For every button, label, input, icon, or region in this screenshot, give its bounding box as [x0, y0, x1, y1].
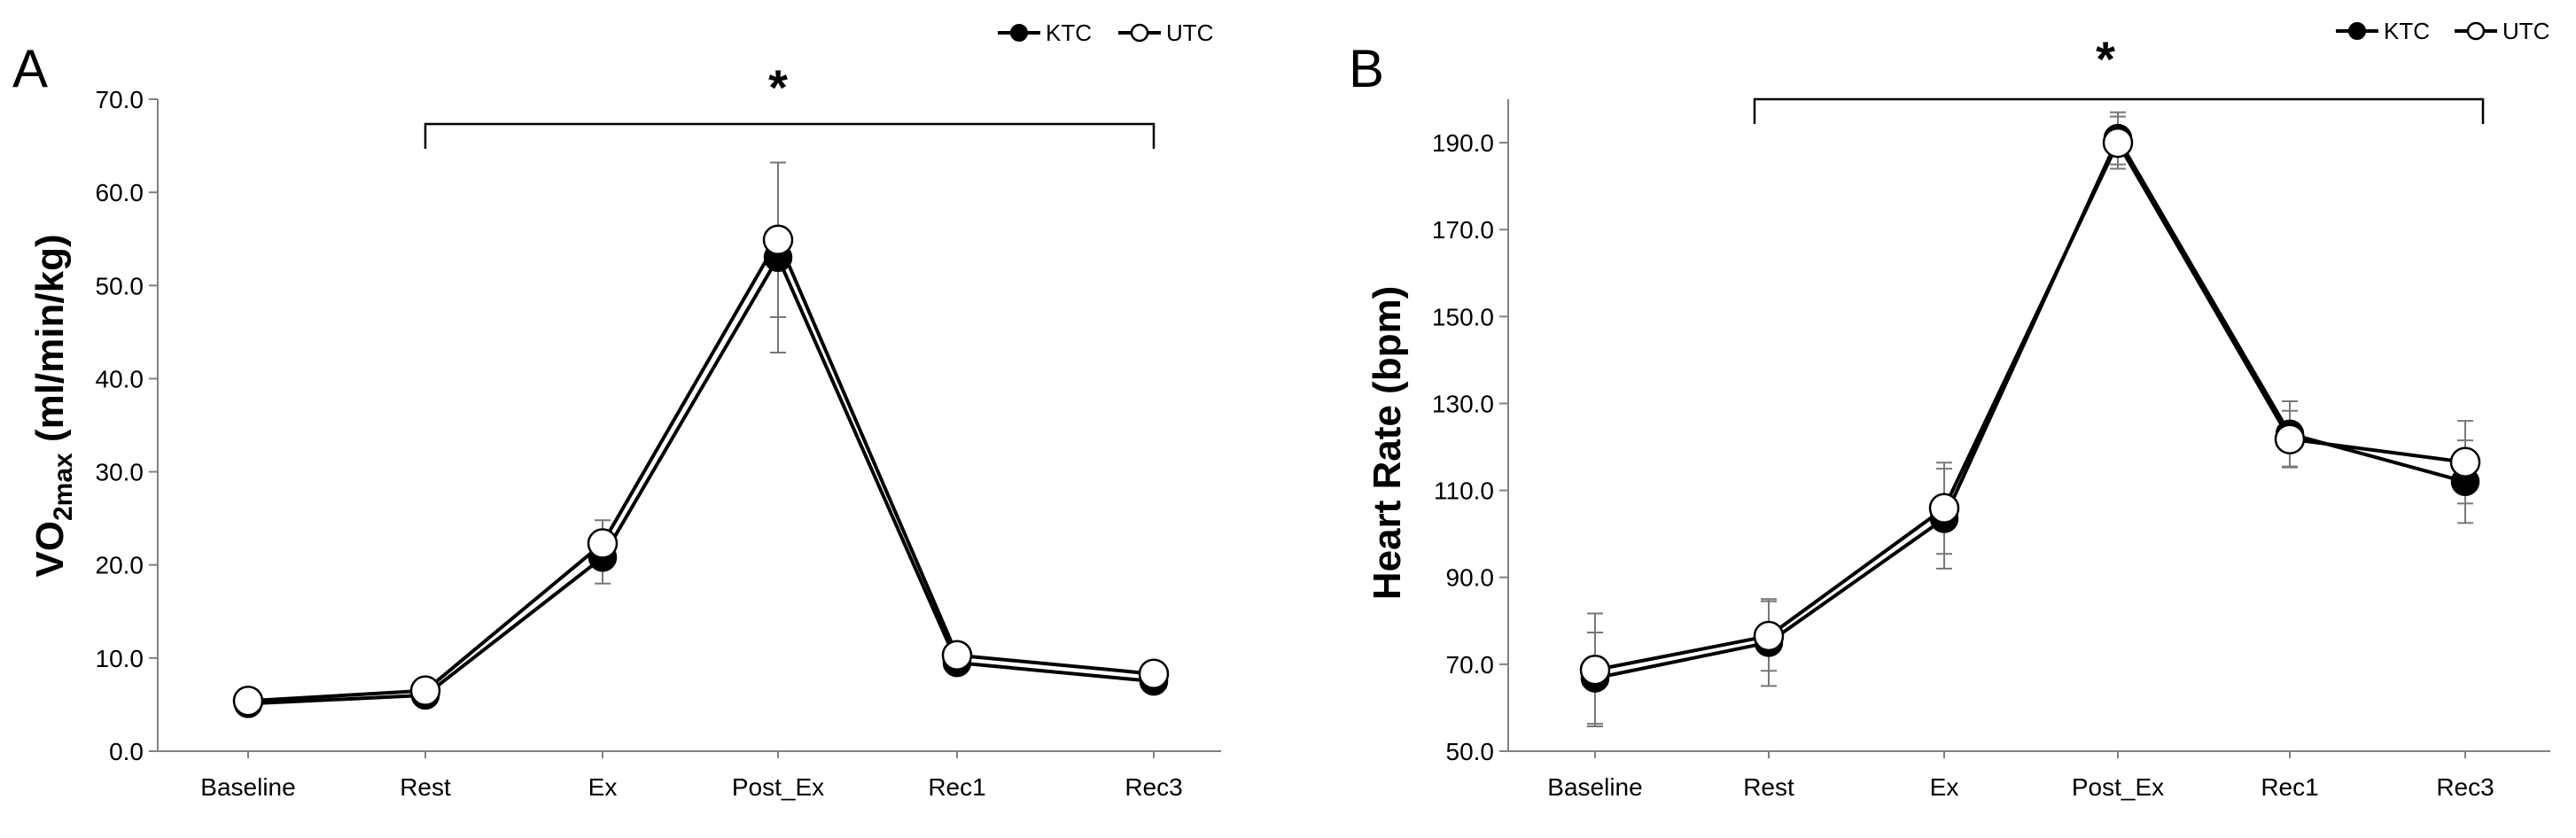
error-bars	[1587, 111, 2473, 728]
y-tick-label: 60.0	[96, 179, 144, 206]
y-tick-label: 150.0	[1432, 303, 1494, 330]
utc-data-point	[1138, 658, 1170, 689]
x-tick-label: Post_Ex	[732, 773, 824, 801]
utc-data-point	[2102, 127, 2134, 159]
utc-series-line	[247, 237, 1155, 703]
legend-utc-label: UTC	[1166, 19, 1213, 46]
x-tick-label: Rec3	[1125, 773, 1182, 801]
y-tick-label: 70.0	[1446, 651, 1495, 679]
y-tick-label: 70.0	[96, 86, 144, 113]
ktc-series-line	[1594, 136, 2466, 680]
utc-data-point	[409, 675, 441, 706]
legend: KTC UTC	[2336, 18, 2549, 44]
utc-series-line	[1594, 141, 2466, 672]
y-tick-label: 90.0	[1446, 564, 1495, 592]
error-bars	[240, 161, 1162, 708]
utc-data-point	[1579, 654, 1611, 686]
legend-utc-label: UTC	[2502, 18, 2549, 44]
x-tick-label: Rec1	[928, 773, 985, 801]
series-markers	[232, 224, 1170, 718]
utc-data-point	[1753, 620, 1785, 652]
y-axis-label: Heart Rate (bpm)	[1366, 286, 1409, 601]
legend-ktc-label: KTC	[1046, 19, 1092, 46]
legend-utc-marker	[2466, 21, 2486, 41]
y-tick-label: 20.0	[96, 552, 144, 579]
series-markers	[1579, 123, 2481, 693]
x-tick-label: Baseline	[200, 773, 295, 801]
x-ticks: Baseline Rest Ex Post_Ex Rec1 Rec3	[200, 751, 1183, 801]
x-tick-label: Baseline	[1547, 773, 1642, 801]
utc-data-point	[587, 528, 619, 559]
significance-bracket	[424, 122, 1156, 149]
x-tick-label: Ex	[588, 773, 618, 801]
significance-marker: *	[768, 59, 788, 115]
utc-data-point	[2449, 446, 2481, 477]
y-tick-label: 0.0	[109, 738, 144, 765]
x-tick-label: Post_Ex	[2072, 773, 2164, 801]
y-tick-label: 110.0	[1434, 477, 1494, 505]
legend-ktc-label: KTC	[2384, 18, 2430, 44]
x-tick-label: Rest	[400, 773, 451, 801]
y-tick-label: 190.0	[1432, 129, 1494, 157]
y-tick-label: 170.0	[1432, 216, 1494, 244]
series-lines	[1594, 136, 2466, 680]
utc-data-point	[941, 640, 973, 671]
utc-data-point	[2274, 423, 2306, 454]
panel-a: A KTC UTC VO2max (ml/min/kg) * 0.0 10.0 20…	[12, 19, 1221, 801]
y-ticks: 50.0 70.0 90.0 110.0 130.0 150.0 170.0 190.0	[1432, 129, 1508, 765]
series-lines	[247, 237, 1155, 706]
legend-ktc-marker	[1010, 24, 1028, 42]
x-tick-label: Rest	[1743, 773, 1794, 801]
significance-bracket	[1753, 97, 2485, 124]
x-tick-label: Rec3	[2436, 773, 2494, 801]
x-ticks: Baseline Rest Ex Post_Ex Rec1 Rec3	[1547, 751, 2494, 801]
panel-label: B	[1349, 39, 1384, 98]
y-tick-label: 40.0	[96, 365, 144, 392]
legend-ktc-marker	[2348, 22, 2366, 40]
ktc-series-line	[247, 255, 1155, 706]
panel-b: B KTC UTC Heart Rate (bpm) * 50.0 70.0 90.…	[1349, 18, 2550, 801]
panel-label: A	[12, 39, 48, 98]
utc-data-point	[762, 224, 794, 256]
y-tick-label: 50.0	[96, 272, 144, 299]
y-tick-label: 10.0	[96, 645, 144, 672]
utc-data-point	[1928, 493, 1960, 524]
y-tick-label: 30.0	[96, 459, 144, 486]
significance-marker: *	[2096, 31, 2115, 87]
y-tick-label: 50.0	[1446, 738, 1495, 765]
x-tick-label: Rec1	[2261, 773, 2318, 801]
utc-data-point	[232, 685, 264, 717]
y-ticks: 0.0 10.0 20.0 30.0 40.0 50.0 60.0 70.0	[96, 86, 158, 765]
legend-utc-marker	[1130, 23, 1149, 43]
x-tick-label: Ex	[1930, 773, 1959, 801]
y-tick-label: 130.0	[1432, 390, 1494, 417]
legend: KTC UTC	[998, 19, 1213, 46]
y-axis-label: VO2max (ml/min/kg)	[28, 234, 78, 577]
